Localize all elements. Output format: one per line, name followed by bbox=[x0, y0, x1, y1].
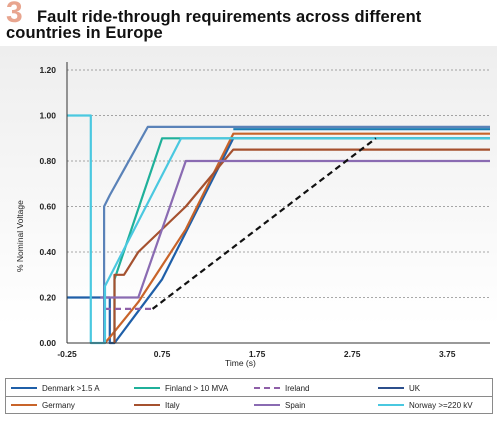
legend-label: Germany bbox=[42, 400, 75, 410]
legend-swatch bbox=[254, 387, 280, 389]
legend-label: Spain bbox=[285, 400, 306, 410]
y-tick-label: 0.80 bbox=[39, 156, 56, 166]
x-tick-label: -0.25 bbox=[57, 349, 77, 359]
chart-title-line1: Fault ride-through requirements across d… bbox=[37, 8, 422, 26]
legend-item: Italy bbox=[134, 397, 180, 413]
y-tick-label: 1.00 bbox=[39, 111, 56, 121]
legend-label: Denmark >1.5 A bbox=[42, 383, 100, 393]
x-tick-label: 2.75 bbox=[344, 349, 361, 359]
x-tick-label: 0.75 bbox=[154, 349, 171, 359]
legend-item: UK bbox=[378, 380, 420, 396]
series-line-3 bbox=[113, 148, 490, 343]
series-line-1 bbox=[104, 132, 490, 344]
legend-swatch bbox=[254, 404, 280, 406]
series-line-2 bbox=[113, 137, 490, 343]
series-line-8 bbox=[151, 137, 377, 310]
chart: 0.00 0.20 0.40 0.60 0.80 1.00 1.20 -0.25 0.75 1.7… bbox=[15, 62, 490, 368]
legend-swatch bbox=[134, 387, 160, 389]
plot-background bbox=[0, 46, 497, 376]
legend-item: Spain bbox=[254, 397, 305, 413]
tick-labels: 0.00 0.20 0.40 0.60 0.80 1.00 1.20 -0.25 0.75 1.7… bbox=[39, 65, 455, 359]
y-tick-label: 0.40 bbox=[39, 247, 56, 257]
legend-label: Norway >=220 kV bbox=[409, 400, 473, 410]
legend-label: Finland > 10 MVA bbox=[165, 383, 229, 393]
legend-swatch bbox=[11, 387, 37, 389]
legend-item: Finland > 10 MVA bbox=[134, 380, 228, 396]
legend-divider bbox=[6, 396, 492, 397]
y-axis-label: % Nominal Voltage bbox=[15, 200, 25, 272]
legend-item: Germany bbox=[11, 397, 75, 413]
y-tick-label: 0.00 bbox=[39, 338, 56, 348]
figure-number: 3 bbox=[6, 0, 23, 29]
legend-label: UK bbox=[409, 383, 421, 393]
legend-label: Italy bbox=[165, 400, 180, 410]
axes bbox=[66, 62, 490, 344]
legend-swatch bbox=[134, 404, 160, 406]
series-line-5 bbox=[100, 159, 490, 299]
legend-swatch bbox=[378, 387, 404, 389]
legend-swatch bbox=[378, 404, 404, 406]
x-tick-label: 3.75 bbox=[439, 349, 456, 359]
legend-item: Denmark >1.5 A bbox=[11, 380, 100, 396]
chart-title-line2: countries in Europe bbox=[6, 24, 163, 42]
y-tick-label: 0.60 bbox=[39, 202, 56, 212]
series-layer bbox=[67, 114, 490, 345]
legend-item: Norway >=220 kV bbox=[378, 397, 473, 413]
figure-header: 3 Fault ride-through requirements across… bbox=[0, 0, 497, 46]
y-tick-label: 0.20 bbox=[39, 293, 56, 303]
series-line-6 bbox=[102, 125, 490, 343]
legend-swatch bbox=[11, 404, 37, 406]
y-tick-label: 1.20 bbox=[39, 65, 56, 75]
legend: Denmark >1.5 A Finland > 10 MVA Ireland UK G… bbox=[5, 378, 493, 414]
legend-item: Ireland bbox=[254, 380, 309, 396]
x-axis-label: Time (s) bbox=[225, 358, 256, 368]
legend-label: Ireland bbox=[285, 383, 310, 393]
x-tick-label: 1.75 bbox=[249, 349, 266, 359]
